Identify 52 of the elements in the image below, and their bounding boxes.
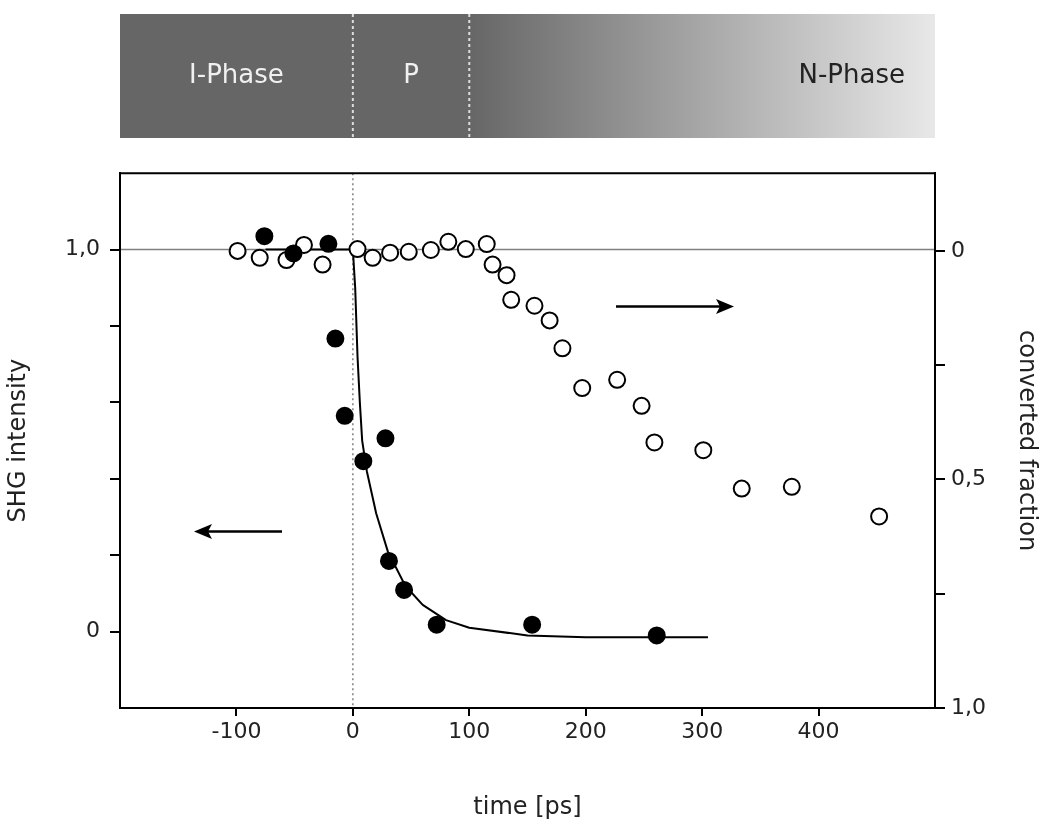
point [540, 311, 559, 330]
point [326, 329, 345, 348]
point [381, 243, 400, 262]
point [363, 248, 382, 267]
point [645, 433, 664, 452]
x-tick-label: -100 [211, 717, 262, 743]
point [647, 626, 666, 645]
point [608, 370, 627, 389]
point [694, 441, 713, 460]
point [421, 240, 440, 259]
point [376, 429, 395, 448]
point [427, 615, 446, 634]
x-tick-label: 0 [345, 717, 360, 743]
point [870, 507, 889, 526]
point [477, 235, 496, 254]
point [456, 240, 475, 259]
point [782, 477, 801, 496]
point [399, 242, 418, 261]
point [553, 339, 572, 358]
point [395, 580, 414, 599]
point [525, 296, 544, 315]
point [319, 234, 338, 253]
point [255, 227, 274, 246]
y2-tick-label: 0,5 [951, 465, 986, 491]
x-axis-title: time [ps] [473, 791, 582, 820]
point [250, 248, 269, 267]
series-label: P [403, 58, 419, 89]
x-tick-label: 100 [448, 717, 491, 743]
point [313, 255, 332, 274]
point [284, 244, 303, 263]
y2-tick-label: 0 [951, 236, 965, 262]
point [439, 232, 458, 251]
series-label: I-Phase [189, 58, 284, 89]
point [497, 266, 516, 285]
y2-axis-title: converted fraction [1014, 330, 1043, 552]
point [379, 551, 398, 570]
point [228, 241, 247, 260]
point [573, 379, 592, 398]
point [483, 255, 502, 274]
x-tick-label: 400 [797, 717, 840, 743]
y2-tick-label: 1,0 [951, 693, 986, 719]
series-label: N-Phase [798, 58, 905, 89]
point [632, 396, 651, 415]
x-tick-label: 200 [564, 717, 607, 743]
x-tick-label: 300 [681, 717, 724, 743]
point [732, 479, 751, 498]
point [502, 290, 521, 309]
point [354, 452, 373, 471]
y-axis-title: SHG intensity [2, 358, 31, 523]
point [348, 240, 367, 259]
point [523, 615, 542, 634]
point [335, 406, 354, 425]
